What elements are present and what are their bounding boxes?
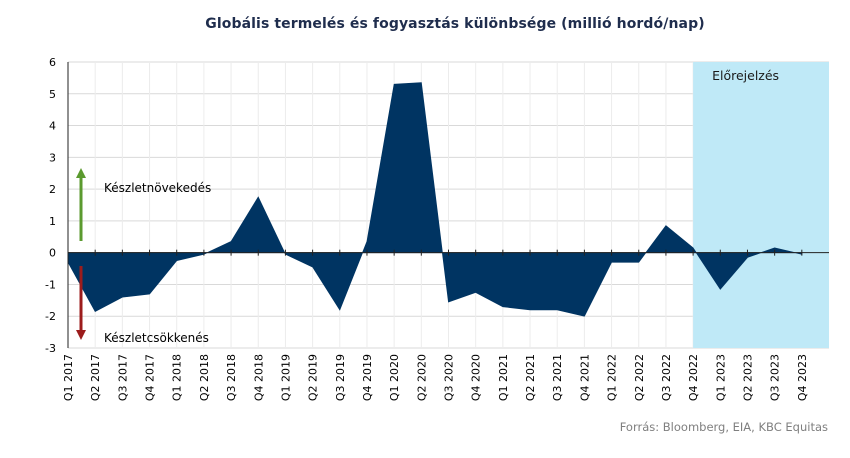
y-tick-label: 1 <box>49 215 56 228</box>
x-tick-label: Q1 2023 <box>714 354 727 401</box>
arrow-up-head-icon <box>76 168 86 178</box>
y-tick-label: -2 <box>45 310 56 323</box>
x-tick-label: Q2 2022 <box>633 354 646 401</box>
x-tick-label: Q2 2019 <box>307 354 320 401</box>
y-tick-label: 4 <box>49 120 56 133</box>
forecast-label: Előrejelzés <box>712 68 779 83</box>
y-tick-label: 0 <box>49 247 56 260</box>
x-tick-label: Q1 2019 <box>279 354 292 401</box>
x-tick-label: Q4 2022 <box>687 354 700 401</box>
series-area <box>67 82 803 317</box>
x-tick-label: Q1 2021 <box>497 354 510 401</box>
x-tick-labels: Q1 2017 Q2 2017 Q3 2017 Q4 2017 Q1 2018 Q2 20… <box>62 354 809 401</box>
arrow-down-head-icon <box>76 330 86 340</box>
x-tick-label: Q3 2017 <box>116 354 129 401</box>
source-note: Forrás: Bloomberg, EIA, KBC Equitas <box>619 420 828 434</box>
chart-title: Globális termelés és fogyasztás különbsé… <box>205 16 705 32</box>
x-tick-label: Q4 2017 <box>144 354 157 401</box>
x-tick-label: Q4 2018 <box>252 354 265 401</box>
x-tick-label: Q2 2021 <box>524 354 537 401</box>
forecast-region: Előrejelzés <box>693 62 829 348</box>
x-tick-label: Q2 2023 <box>741 354 754 401</box>
x-tick-label: Q1 2017 <box>62 354 75 401</box>
y-tick-label: -3 <box>45 342 56 355</box>
axes <box>67 62 829 348</box>
x-tick-label: Q3 2023 <box>769 354 782 401</box>
annotation-increase: Készletnövekedés <box>104 181 211 195</box>
annotations: Készletnövekedés Készletcsökkenés <box>76 168 211 345</box>
x-tick-label: Q2 2018 <box>198 354 211 401</box>
y-tick-labels: 6 5 4 3 2 1 0 -1 -2 -3 <box>45 56 56 355</box>
x-tick-label: Q2 2020 <box>415 354 428 401</box>
x-tick-label: Q4 2021 <box>578 354 591 401</box>
forecast-background <box>693 62 829 348</box>
annotation-decrease: Készletcsökkenés <box>104 331 209 345</box>
x-tick-label: Q1 2018 <box>171 354 184 401</box>
x-tick-label: Q1 2020 <box>388 354 401 401</box>
x-tick-label: Q1 2022 <box>606 354 619 401</box>
y-tick-label: 3 <box>49 151 56 164</box>
x-tick-label: Q3 2020 <box>443 354 456 401</box>
y-tick-label: -1 <box>45 278 56 291</box>
x-tick-label: Q3 2022 <box>660 354 673 401</box>
x-tick-label: Q3 2018 <box>225 354 238 401</box>
x-tick-label: Q3 2021 <box>551 354 564 401</box>
y-tick-label: 2 <box>49 183 56 196</box>
x-tick-label: Q4 2019 <box>361 354 374 401</box>
series-area-fill <box>67 82 803 317</box>
x-tick-label: Q4 2020 <box>470 354 483 401</box>
x-tick-label: Q4 2023 <box>796 354 809 401</box>
x-tick-label: Q2 2017 <box>89 354 102 401</box>
y-tick-label: 5 <box>49 88 56 101</box>
y-tick-label: 6 <box>49 56 56 69</box>
x-tick-label: Q3 2019 <box>334 354 347 401</box>
